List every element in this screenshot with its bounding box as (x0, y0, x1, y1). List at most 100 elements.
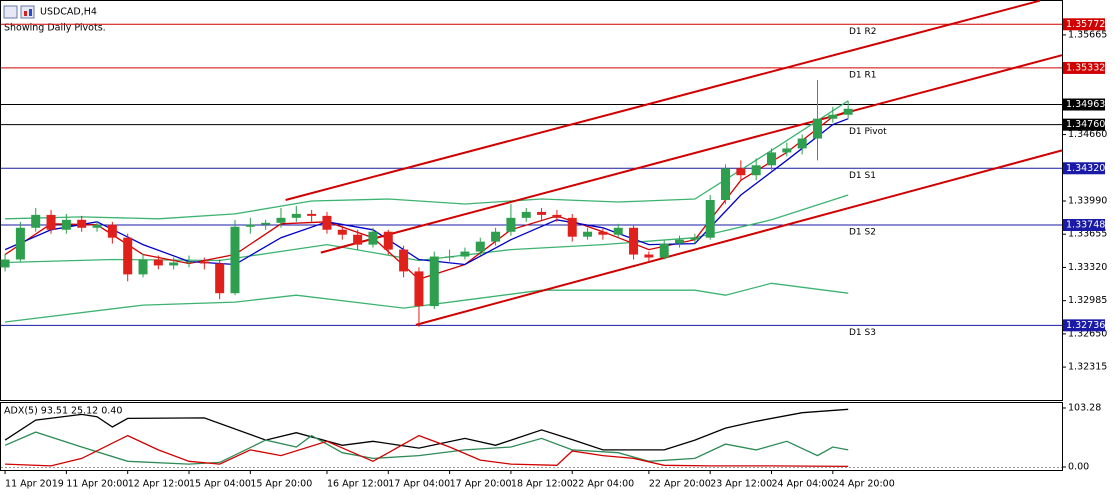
price-label: 1.34760 (1066, 119, 1105, 130)
y-tick-label: 1.35665 (1068, 29, 1107, 40)
x-tick-label: 17 Apr 20:00 (450, 479, 512, 490)
pivot-name: D1 S1 (849, 171, 876, 181)
candle-body (429, 256, 439, 307)
candle-body (843, 108, 853, 115)
candle-body (521, 211, 531, 218)
candle-body (291, 213, 301, 218)
candle-body (383, 231, 393, 250)
indicator-line (4, 408, 849, 451)
icon (29, 9, 32, 16)
candle-body (644, 254, 654, 258)
candle-body (690, 237, 700, 240)
candle-body (77, 219, 87, 228)
price-label-box (1063, 98, 1105, 111)
chart-title: USDCAD,H4 (40, 7, 97, 18)
candle-body (307, 213, 317, 216)
price-label: 1.34320 (1066, 163, 1105, 174)
indicator-line (5, 434, 849, 468)
candle-body (261, 222, 271, 225)
x-tick-label: 17 Apr 04:00 (388, 479, 450, 490)
x-tick-label: 16 Apr 12:00 (327, 479, 389, 490)
icon (3, 5, 18, 19)
candle-body (107, 224, 117, 238)
price-label-box (1063, 319, 1105, 332)
indicator-line (320, 54, 1063, 254)
candle-body (123, 237, 133, 275)
indicator-line (4, 110, 849, 281)
candle-body (184, 261, 194, 263)
candle-body (797, 138, 807, 149)
x-tick-label: 22 Apr 04:00 (572, 479, 634, 490)
candle-body (629, 227, 639, 255)
y-tick-label: 1.32315 (1068, 362, 1107, 373)
x-tick-label: 12 Apr 12:00 (128, 479, 190, 490)
y-tick-label: 1.33655 (1068, 229, 1107, 240)
candle-body (813, 118, 823, 139)
candle-body (31, 214, 41, 228)
candle-body (506, 217, 516, 232)
candle-body (0, 259, 10, 268)
candle-body (61, 219, 71, 230)
x-tick-label: 15 Apr 04:00 (189, 479, 251, 490)
x-tick-label: 15 Apr 20:00 (250, 479, 312, 490)
candle-body (567, 217, 577, 237)
candle-body (445, 256, 455, 258)
candle-body (322, 215, 332, 230)
candle-body (537, 211, 547, 215)
indicator-line (4, 118, 849, 266)
candle-body (552, 214, 562, 218)
candle-body (199, 261, 209, 264)
pivot-name: D1 S2 (849, 227, 876, 237)
candle-body (215, 263, 225, 294)
icon (24, 11, 27, 16)
candle-body (659, 243, 669, 258)
price-label: 1.35332 (1066, 62, 1105, 73)
candle-body (705, 200, 715, 238)
candle-body (782, 148, 792, 153)
y-tick-label: 103.28 (1068, 402, 1101, 413)
candle-body (399, 249, 409, 272)
price-label: 1.32736 (1066, 320, 1105, 331)
pivot-name: D1 R2 (849, 27, 877, 37)
indicator-line (4, 431, 849, 465)
candle-body (675, 239, 685, 244)
pivot-name: D1 S3 (849, 328, 876, 338)
price-label: 1.33748 (1066, 219, 1105, 230)
x-tick-label: 22 Apr 20:00 (649, 479, 711, 490)
adx-panel-border (0, 402, 1063, 471)
price-label-box (1063, 118, 1105, 131)
candle-body (767, 152, 777, 166)
candle-body (337, 229, 347, 235)
candle-body (368, 231, 378, 245)
y-tick-label: 1.33320 (1068, 262, 1107, 273)
y-tick-label: 1.32985 (1068, 295, 1107, 306)
candle-body (491, 231, 501, 242)
candle-body (153, 259, 163, 266)
indicator-line (5, 282, 849, 323)
y-tick-label: 1.32650 (1068, 328, 1107, 339)
symbol-icons (3, 5, 35, 19)
candle-body (583, 231, 593, 237)
candle-body (828, 114, 838, 119)
y-tick-label: 0.00 (1068, 462, 1089, 473)
x-tick-label: 24 Apr 20:00 (833, 479, 895, 490)
price-label: 1.34963 (1066, 99, 1105, 110)
pivot-name: D1 Pivot (849, 127, 887, 137)
price-label: 1.35772 (1066, 19, 1105, 30)
y-tick-label: 1.34660 (1068, 129, 1107, 140)
candle-body (276, 217, 286, 223)
candle-body (598, 231, 608, 235)
price-label-box (1063, 218, 1105, 231)
indicator-line (285, 0, 1041, 201)
y-tick-label: 1.33990 (1068, 195, 1107, 206)
candle-body (414, 271, 424, 307)
x-tick-label: 24 Apr 04:00 (772, 479, 834, 490)
candle-body (15, 227, 25, 260)
candle-body (138, 259, 148, 275)
icon (20, 5, 35, 19)
indicator-title: ADX(5) 93.51 25.12 0.40 (4, 406, 122, 417)
candle-body (46, 214, 56, 230)
indicator-line (5, 100, 849, 220)
price-label-box (1063, 162, 1105, 175)
